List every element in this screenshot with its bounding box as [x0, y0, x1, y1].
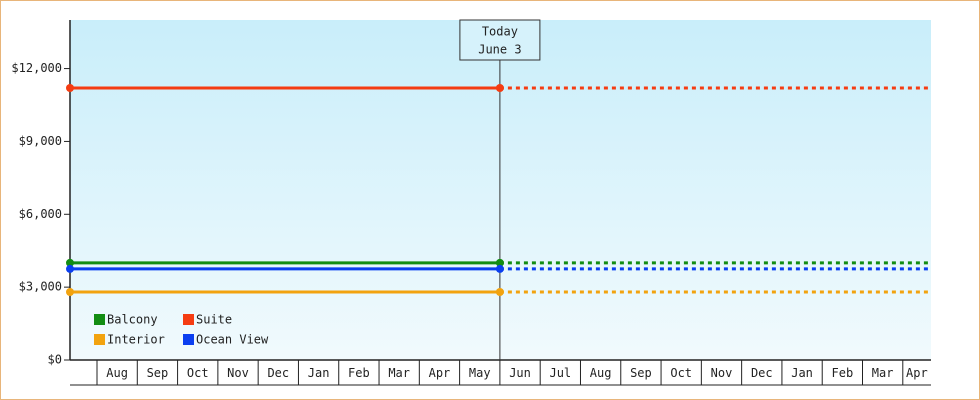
- legend-swatch: [183, 334, 194, 345]
- legend-swatch: [94, 334, 105, 345]
- x-tick-label: Jan: [791, 366, 813, 380]
- x-tick-label: Oct: [187, 366, 209, 380]
- point: [495, 288, 504, 296]
- legend-swatch: [183, 314, 194, 325]
- point: [66, 258, 74, 267]
- point: [495, 84, 504, 92]
- point: [495, 264, 504, 273]
- y-tick-label: $3,000: [19, 280, 62, 294]
- today-box: [459, 19, 541, 61]
- x-tick-label: Dec: [751, 366, 773, 380]
- today-label: June 3: [478, 43, 521, 57]
- y-tick-label: $12,000: [11, 61, 62, 75]
- plot-area: [70, 20, 931, 360]
- point: [66, 288, 74, 296]
- x-tick-label: Sep: [630, 366, 652, 380]
- x-tick-label: Jun: [509, 366, 531, 380]
- x-tick-label: Mar: [388, 366, 410, 380]
- x-tick-label: Oct: [670, 366, 692, 380]
- x-tick-label: Aug: [106, 366, 128, 380]
- legend-label: Interior: [107, 333, 165, 347]
- legend-swatch: [94, 314, 105, 325]
- x-tick-label: Dec: [267, 366, 289, 380]
- x-tick-label: Aug: [590, 366, 612, 380]
- legend-label: Balcony: [107, 313, 158, 327]
- x-tick-label: Nov: [711, 366, 733, 380]
- x-tick-label: Apr: [429, 366, 451, 380]
- x-tick-label: Jul: [549, 366, 571, 380]
- x-tick-label: Nov: [227, 366, 249, 380]
- y-tick-label: $9,000: [19, 134, 62, 148]
- x-tick-label: Sep: [147, 366, 169, 380]
- legend-label: Suite: [196, 313, 232, 327]
- point: [495, 258, 504, 267]
- x-tick-label: Jan: [308, 366, 330, 380]
- point: [66, 264, 74, 273]
- x-tick-label: Feb: [348, 366, 370, 380]
- x-tick-label: Feb: [832, 366, 854, 380]
- x-tick-label: Mar: [872, 366, 894, 380]
- point: [66, 84, 74, 92]
- x-tick-label: Apr: [906, 366, 928, 380]
- today-label: Today: [482, 25, 518, 39]
- x-tick-label: May: [469, 366, 491, 380]
- y-tick-label: $6,000: [19, 207, 62, 221]
- y-tick-label: $0: [48, 353, 62, 367]
- legend-label: Ocean View: [196, 333, 269, 347]
